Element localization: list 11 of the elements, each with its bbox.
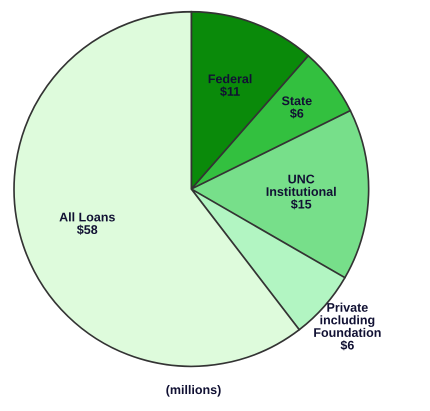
slice-label: All Loans	[59, 212, 115, 222]
slice-label: Private including Foundation	[314, 302, 381, 338]
data-label: $15	[290, 199, 312, 210]
slice-label: UNC Institutional	[266, 174, 336, 196]
data-label: $11	[220, 86, 240, 97]
data-label: $58	[77, 224, 98, 235]
text: (millions)	[166, 384, 221, 397]
slice-label: Federal	[208, 74, 252, 84]
data-label: $6	[340, 340, 354, 350]
slice-label: State	[282, 96, 312, 106]
data-label: $6	[290, 108, 304, 119]
